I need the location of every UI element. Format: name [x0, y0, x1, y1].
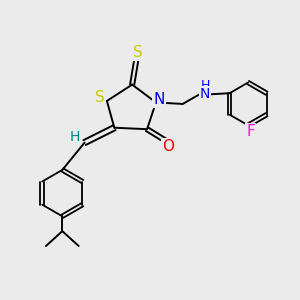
Text: N: N — [200, 87, 210, 101]
Text: O: O — [162, 139, 174, 154]
Text: S: S — [133, 45, 143, 60]
Text: H: H — [70, 130, 80, 144]
Text: N: N — [153, 92, 165, 107]
Text: F: F — [246, 124, 255, 139]
Text: H: H — [200, 79, 210, 92]
Text: S: S — [95, 91, 105, 106]
